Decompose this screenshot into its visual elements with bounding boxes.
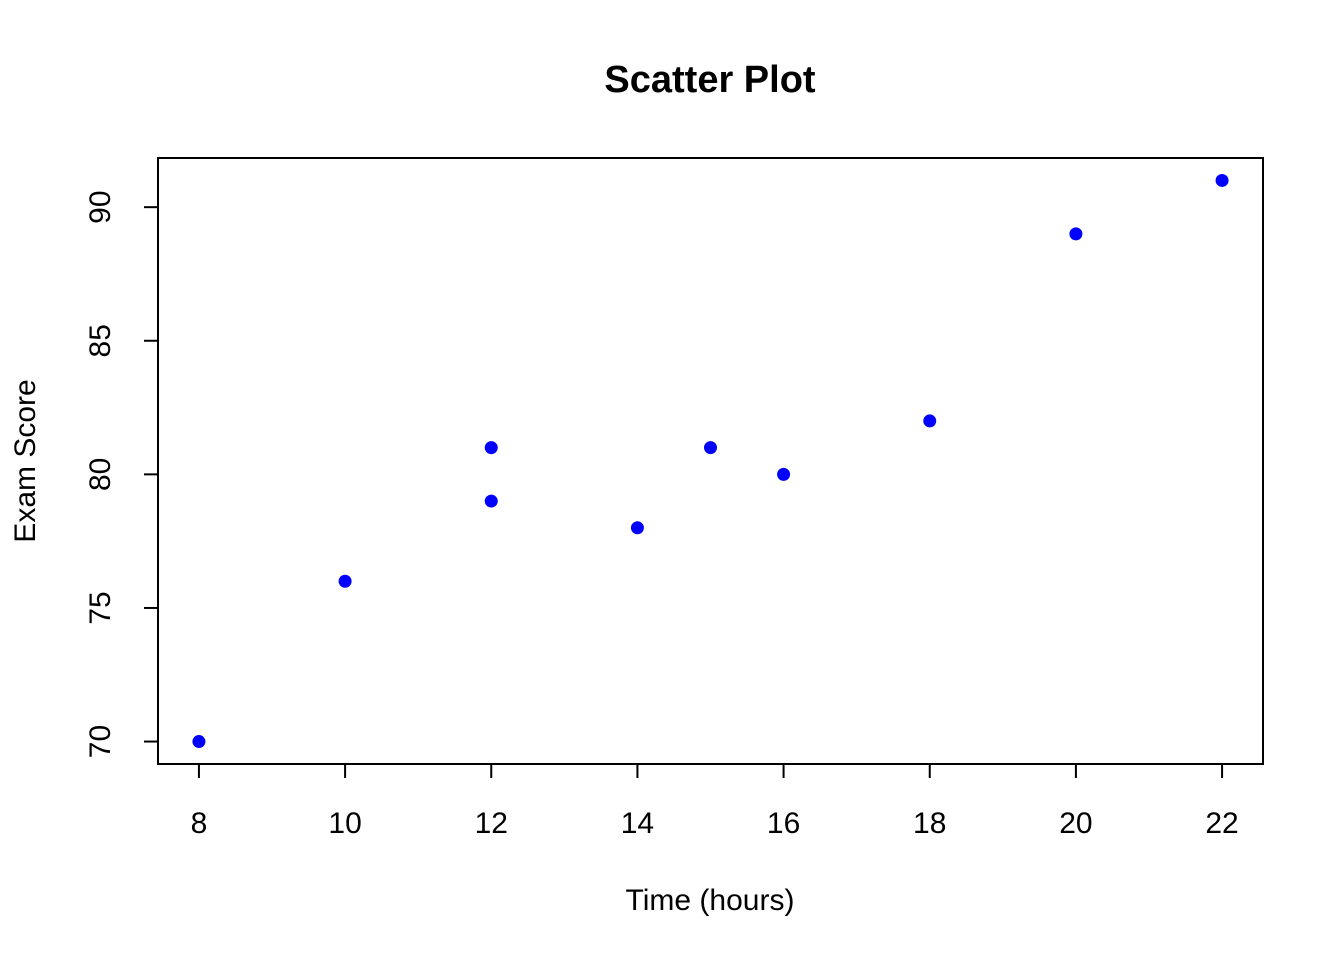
data-point — [192, 735, 206, 749]
data-point — [484, 441, 498, 455]
data-point — [1215, 173, 1229, 187]
x-tick-label: 22 — [1205, 807, 1238, 840]
x-tick-label: 14 — [621, 807, 654, 840]
y-tick-label: 80 — [84, 458, 117, 491]
x-tick-label: 8 — [191, 807, 208, 840]
y-tick-label: 75 — [84, 591, 117, 624]
data-point — [923, 414, 937, 428]
x-tick-label: 20 — [1059, 807, 1092, 840]
data-point — [484, 494, 498, 508]
chart-title: Scatter Plot — [604, 59, 816, 101]
x-tick-label: 10 — [328, 807, 361, 840]
plot-frame — [157, 157, 1264, 765]
data-point — [777, 467, 791, 481]
x-axis-ticks: 8 10 12 14 16 18 20 22 — [191, 764, 1239, 840]
data-point — [704, 441, 717, 455]
x-tick-label: 18 — [913, 807, 946, 840]
data-point — [630, 521, 644, 535]
data-points — [192, 173, 1229, 749]
x-axis-label: Time (hours) — [626, 884, 795, 917]
y-axis-label: Exam Score — [9, 379, 42, 542]
y-tick-label: 90 — [84, 190, 117, 223]
x-tick-label: 12 — [475, 807, 508, 840]
y-axis-ticks: 70 75 80 85 90 — [84, 190, 158, 758]
x-tick-label: 16 — [767, 807, 800, 840]
y-tick-label: 70 — [84, 725, 117, 758]
y-tick-label: 85 — [84, 324, 117, 357]
data-point — [338, 574, 352, 588]
data-point — [1069, 227, 1083, 241]
